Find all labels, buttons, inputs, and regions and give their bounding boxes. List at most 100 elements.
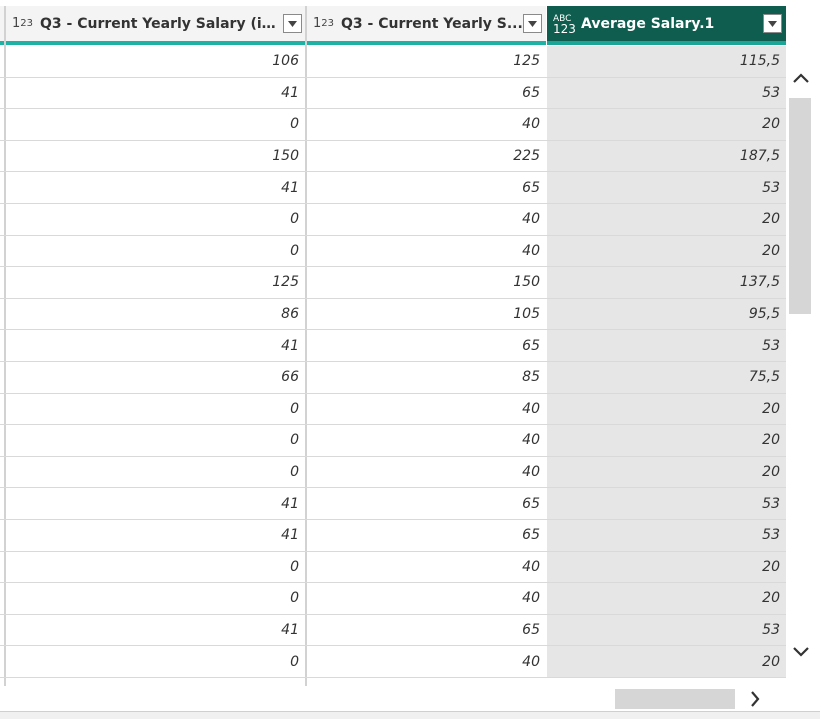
table-row: 125 150 137,5 bbox=[0, 267, 786, 299]
column-separator bbox=[4, 6, 6, 686]
table-cell[interactable]: 150 bbox=[272, 148, 299, 165]
status-bar bbox=[0, 711, 820, 719]
table-row: 86 105 95,5 bbox=[0, 298, 786, 331]
dropdown-arrow-icon[interactable] bbox=[283, 14, 302, 33]
table-row: 66 85 75,5 bbox=[0, 362, 786, 394]
table-cell[interactable]: 41 bbox=[281, 622, 299, 639]
table-cell[interactable]: 53 bbox=[547, 488, 786, 519]
horizontal-scrollbar[interactable] bbox=[0, 686, 786, 712]
table-cell[interactable]: 125 bbox=[513, 53, 540, 70]
table-row: 106 125 115,5 bbox=[0, 46, 786, 78]
table-row: 41 65 53 bbox=[0, 488, 786, 520]
table-cell[interactable]: 150 bbox=[513, 274, 540, 291]
table-row: 0 40 20 bbox=[0, 425, 786, 457]
table-cell[interactable]: 53 bbox=[547, 614, 786, 646]
table-cell[interactable]: 20 bbox=[547, 456, 786, 488]
column-title: Q3 - Current Yearly Salary (in... bbox=[40, 15, 283, 32]
table-row: 41 65 53 bbox=[0, 614, 786, 647]
column-title: Average Salary.1 bbox=[581, 15, 715, 32]
table-row: 0 40 20 bbox=[0, 109, 786, 141]
table-cell[interactable]: 40 bbox=[522, 211, 540, 228]
dropdown-arrow-icon[interactable] bbox=[523, 14, 542, 33]
table-row: 0 40 20 bbox=[0, 235, 786, 268]
table-cell[interactable]: 105 bbox=[513, 306, 540, 323]
column-header-average-salary[interactable]: ABC 123 Average Salary.1 bbox=[547, 6, 786, 45]
table-row: 41 65 53 bbox=[0, 330, 786, 362]
table-cell[interactable]: 53 bbox=[547, 77, 786, 109]
chevron-up-icon[interactable] bbox=[787, 64, 815, 92]
table-cell[interactable]: 40 bbox=[522, 242, 540, 259]
table-cell[interactable]: 125 bbox=[272, 274, 299, 291]
table-cell[interactable]: 65 bbox=[522, 527, 540, 544]
table-cell[interactable]: 53 bbox=[547, 330, 786, 361]
table-cell[interactable]: 85 bbox=[522, 369, 540, 386]
table-cell[interactable]: 20 bbox=[547, 646, 786, 677]
table-cell[interactable]: 75,5 bbox=[547, 362, 786, 393]
column-title: Q3 - Current Yearly S... bbox=[341, 15, 523, 32]
table-cell[interactable]: 0 bbox=[290, 400, 299, 417]
table-cell[interactable]: 41 bbox=[281, 337, 299, 354]
table-cell[interactable]: 41 bbox=[281, 527, 299, 544]
table-row: 41 65 53 bbox=[0, 520, 786, 552]
column-separator bbox=[305, 6, 307, 686]
horizontal-scroll-thumb[interactable] bbox=[615, 689, 735, 709]
table-cell[interactable]: 40 bbox=[522, 464, 540, 481]
table-cell[interactable]: 0 bbox=[290, 590, 299, 607]
table-cell[interactable]: 0 bbox=[290, 116, 299, 133]
table-cell[interactable]: 20 bbox=[547, 583, 786, 614]
table-cell[interactable]: 65 bbox=[522, 179, 540, 196]
table-cell[interactable]: 40 bbox=[522, 590, 540, 607]
column-header-partial bbox=[0, 6, 5, 45]
table-row: 0 40 20 bbox=[0, 393, 786, 426]
table-cell[interactable]: 0 bbox=[290, 464, 299, 481]
table-cell[interactable]: 40 bbox=[522, 116, 540, 133]
table-cell[interactable]: 0 bbox=[290, 653, 299, 670]
table-cell[interactable]: 20 bbox=[547, 235, 786, 267]
table-cell[interactable]: 40 bbox=[522, 653, 540, 670]
table-row: 0 40 20 bbox=[0, 204, 786, 236]
table-cell[interactable]: 0 bbox=[290, 558, 299, 575]
table-cell[interactable]: 65 bbox=[522, 84, 540, 101]
chevron-right-icon[interactable] bbox=[742, 686, 768, 712]
dropdown-arrow-icon[interactable] bbox=[763, 14, 782, 33]
chevron-down-icon[interactable] bbox=[787, 638, 815, 666]
table-cell[interactable]: 41 bbox=[281, 179, 299, 196]
table-cell[interactable]: 66 bbox=[281, 369, 299, 386]
table-cell[interactable]: 20 bbox=[547, 425, 786, 456]
table-cell[interactable]: 20 bbox=[547, 109, 786, 140]
table-cell[interactable]: 187,5 bbox=[547, 140, 786, 172]
table-row: 0 40 20 bbox=[0, 646, 786, 678]
table-row: 41 65 53 bbox=[0, 172, 786, 204]
table-cell[interactable]: 65 bbox=[522, 622, 540, 639]
table-cell[interactable]: 225 bbox=[513, 148, 540, 165]
table-row: 41 65 53 bbox=[0, 77, 786, 110]
table-cell[interactable]: 0 bbox=[290, 242, 299, 259]
table-cell[interactable]: 115,5 bbox=[547, 46, 786, 77]
table-cell[interactable]: 53 bbox=[547, 172, 786, 203]
table-cell[interactable]: 41 bbox=[281, 84, 299, 101]
table-row: 150 225 187,5 bbox=[0, 140, 786, 173]
table-cell[interactable]: 86 bbox=[281, 306, 299, 323]
vertical-scroll-thumb[interactable] bbox=[789, 98, 811, 314]
table-cell[interactable]: 0 bbox=[290, 211, 299, 228]
table-cell[interactable]: 40 bbox=[522, 558, 540, 575]
table-cell[interactable]: 40 bbox=[522, 400, 540, 417]
table-cell[interactable]: 41 bbox=[281, 495, 299, 512]
table-cell[interactable]: 20 bbox=[547, 204, 786, 235]
table-cell[interactable]: 95,5 bbox=[547, 298, 786, 330]
table-cell[interactable]: 65 bbox=[522, 337, 540, 354]
table-cell[interactable]: 20 bbox=[547, 393, 786, 425]
table-cell[interactable]: 137,5 bbox=[547, 267, 786, 298]
table-cell[interactable]: 40 bbox=[522, 432, 540, 449]
table-cell[interactable]: 53 bbox=[547, 520, 786, 551]
vertical-scrollbar[interactable] bbox=[787, 60, 815, 686]
table-cell[interactable]: 65 bbox=[522, 495, 540, 512]
table-cell[interactable]: 20 bbox=[547, 551, 786, 583]
table-cell[interactable]: 0 bbox=[290, 432, 299, 449]
any-type-icon: ABC 123 bbox=[553, 13, 576, 36]
table-cell[interactable]: 106 bbox=[272, 53, 299, 70]
